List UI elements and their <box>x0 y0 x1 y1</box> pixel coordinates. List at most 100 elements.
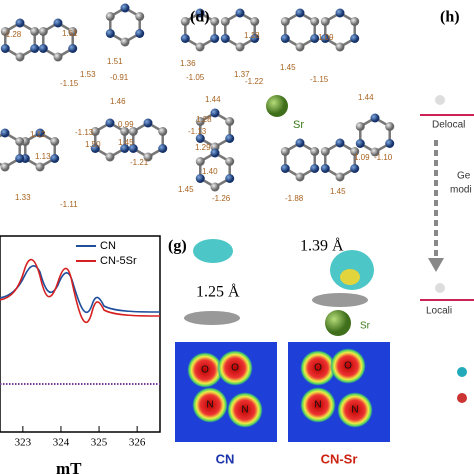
atom <box>295 8 305 18</box>
atom <box>120 144 130 153</box>
atom <box>225 174 235 183</box>
atom <box>295 172 305 182</box>
bond-label: 0.99 <box>118 120 134 129</box>
atom <box>235 8 245 18</box>
atom <box>38 44 48 53</box>
atom <box>370 113 380 123</box>
bond-label: -1.10 <box>374 153 393 162</box>
atom <box>105 152 115 162</box>
atom <box>105 12 115 21</box>
atom <box>335 8 345 18</box>
atom <box>50 137 60 146</box>
atom <box>90 144 100 153</box>
atom <box>120 127 130 136</box>
density-blob <box>187 352 223 388</box>
bond-label: 1.37 <box>234 70 250 79</box>
atom <box>158 127 168 136</box>
density-blob <box>300 350 336 386</box>
atom <box>210 148 220 158</box>
bond-label: -0.91 <box>110 73 129 82</box>
bond-label: -1.13 <box>75 128 94 137</box>
atom-label: Sr <box>360 321 371 332</box>
epr-axis: 323 324 325 326 CN CN-5Sr <box>15 240 146 449</box>
atom <box>350 164 360 173</box>
atom <box>355 139 365 148</box>
atom <box>135 12 145 21</box>
atom <box>335 42 345 52</box>
atom <box>220 34 230 43</box>
bond-label: 1.45 <box>330 187 346 196</box>
atom-label: Sr <box>293 119 304 131</box>
bond-label: -1.26 <box>212 194 231 203</box>
text: modi <box>450 185 472 196</box>
bond-label: 1.33 <box>15 193 31 202</box>
bond-label: 1.13 <box>35 152 51 161</box>
bond-label: 1.28 <box>196 115 212 124</box>
molecule <box>184 311 240 325</box>
density-blob <box>300 387 336 423</box>
bond-length: 1.39 Å <box>300 237 344 255</box>
curve <box>0 265 161 314</box>
x-tick-label: 326 <box>129 437 146 449</box>
atom <box>225 157 235 166</box>
bond-label: 1.09 <box>318 33 334 42</box>
bond-label: 1.51 <box>107 57 123 66</box>
density-blob <box>227 392 263 428</box>
text: Locali <box>426 306 452 317</box>
atom <box>15 18 25 28</box>
atom <box>143 152 153 162</box>
bond-label: 1.50 <box>85 140 101 149</box>
atom <box>210 182 220 192</box>
atom <box>320 34 330 43</box>
density-blob <box>192 387 228 423</box>
atom <box>15 137 25 146</box>
curve <box>0 258 161 324</box>
density-blob <box>330 348 366 384</box>
atom <box>310 17 320 26</box>
atom <box>280 164 290 173</box>
bond-label: 1.45 <box>178 185 194 194</box>
bond-label: -1.15 <box>310 75 329 84</box>
atom-letter: O <box>344 361 352 372</box>
atom <box>35 128 45 138</box>
atom <box>210 34 220 43</box>
plot-frame <box>0 235 161 433</box>
bond-label: 1.44 <box>205 95 221 104</box>
atom <box>135 29 145 38</box>
atom <box>320 147 330 156</box>
atom <box>105 29 115 38</box>
atom-letter: O <box>231 363 239 374</box>
atom-letter: O <box>201 365 209 376</box>
atom-letter: N <box>241 405 248 416</box>
bond-length: 1.25 Å <box>196 283 240 301</box>
orbital <box>193 239 233 263</box>
molecule <box>312 293 368 307</box>
atom <box>320 17 330 26</box>
bond-label: 1.46 <box>110 97 126 106</box>
x-tick-label: 324 <box>53 437 70 449</box>
map-label: CN-Sr <box>321 451 358 466</box>
decor <box>457 393 467 403</box>
atom <box>320 164 330 173</box>
bond-label: -1.28 <box>3 30 22 39</box>
atom-letter: N <box>206 400 213 411</box>
atom <box>0 162 10 172</box>
atom <box>250 34 260 43</box>
legend-label: CN <box>100 240 116 252</box>
panel-label: (d) <box>190 9 210 26</box>
atom <box>310 34 320 43</box>
atom <box>355 122 365 131</box>
bond-label: 1.09 <box>354 153 370 162</box>
atom <box>335 172 345 182</box>
atom <box>280 17 290 26</box>
atom <box>128 127 138 136</box>
atom <box>350 34 360 43</box>
atom <box>210 108 220 118</box>
panel-label: (h) <box>440 9 460 26</box>
atom <box>105 118 115 128</box>
figure-icon <box>435 95 445 105</box>
bond-label: -1.13 <box>188 127 207 136</box>
bond-label: -1.11 <box>60 200 78 209</box>
atom <box>280 34 290 43</box>
atom <box>53 18 63 28</box>
